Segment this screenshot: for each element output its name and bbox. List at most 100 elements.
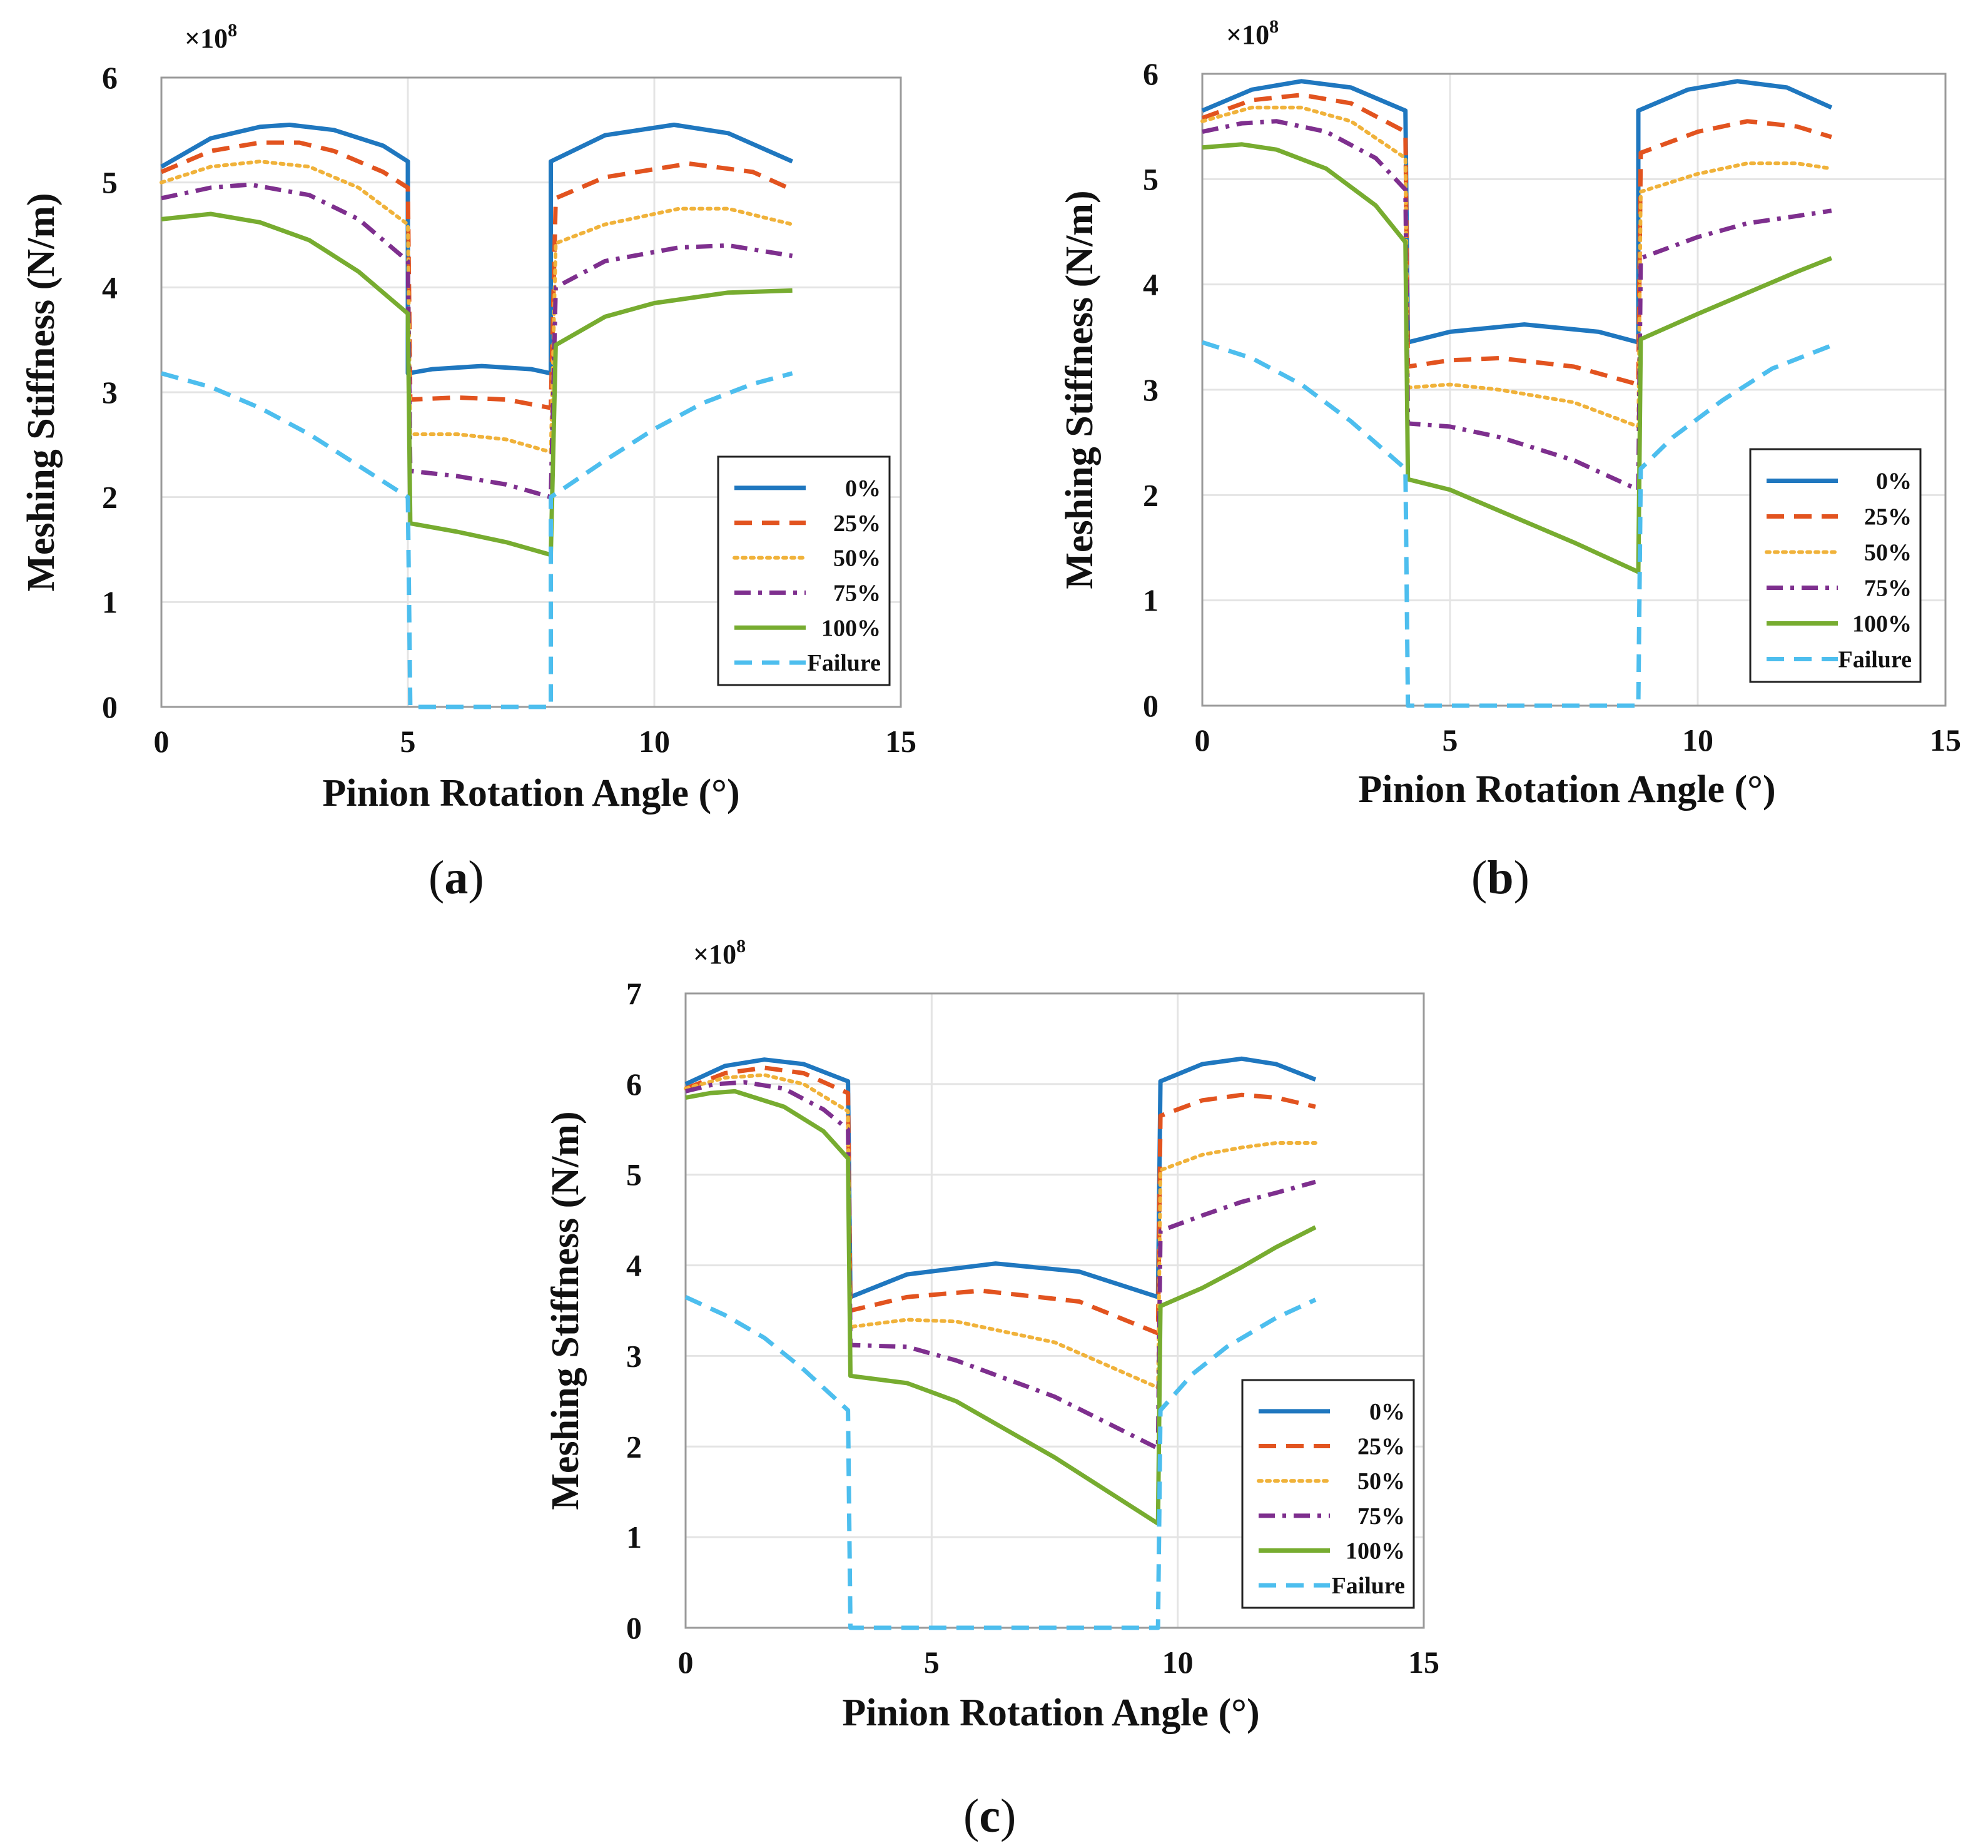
x-tick-label: 0 (1195, 723, 1210, 758)
series-lines (160, 123, 794, 709)
x-tick-label: 0 (154, 724, 170, 759)
legend: 0% 25% 50% 75% 100% Failure (1241, 1379, 1415, 1609)
series-line-failure (161, 371, 793, 709)
y-scale-exponent: 8 (228, 20, 237, 41)
y-tick-labels: 0 1 2 3 4 5 6 7 (626, 976, 642, 1645)
series-line-0pct (1201, 79, 1833, 345)
x-tick-label: 15 (885, 724, 916, 759)
series-line-50pct (160, 160, 794, 454)
legend-label-100pct: 100% (821, 615, 881, 641)
y-tick-label: 3 (1143, 372, 1159, 407)
x-tick-label: 5 (924, 1645, 940, 1680)
y-tick-label: 6 (1143, 56, 1159, 91)
y-scale-label: ×108 (1226, 16, 1279, 50)
legend-label-50pct: 50% (1357, 1468, 1405, 1495)
series-line-25pct (1201, 93, 1832, 387)
series-line-0pct (684, 1056, 1317, 1299)
legend-label-75pct: 75% (1357, 1503, 1405, 1530)
series-line-0pct (160, 123, 794, 376)
series-line-25pct (684, 1065, 1316, 1336)
x-tick-label: 0 (678, 1645, 694, 1680)
y-tick-label: 5 (102, 165, 118, 200)
x-tick-labels: 0 5 10 15 (678, 1645, 1440, 1680)
y-tick-labels: 0 1 2 3 4 5 6 (1143, 56, 1159, 723)
y-tick-label: 6 (102, 60, 118, 95)
y-tick-label: 2 (626, 1429, 642, 1464)
legend-label-100pct: 100% (1346, 1538, 1405, 1565)
series-line-failure (684, 1295, 1317, 1630)
y-scale-label: ×108 (693, 936, 746, 970)
y-axis-label: Meshing Stiffness (N/m) (20, 193, 63, 591)
y-scale-label: ×108 (185, 20, 237, 54)
legend-label-0pct: 0% (1876, 469, 1912, 495)
y-tick-label: 3 (102, 375, 118, 410)
legend-label-25pct: 25% (1864, 504, 1912, 531)
x-tick-labels: 0 5 10 15 (1195, 723, 1962, 758)
legend-label-50pct: 50% (1864, 540, 1912, 566)
y-tick-label: 2 (1143, 477, 1159, 512)
y-scale-exponent: 8 (736, 936, 746, 957)
x-axis-label: Pinion Rotation Angle (°) (1358, 768, 1775, 811)
series-line-100pct (1202, 142, 1833, 574)
y-tick-label: 6 (626, 1067, 642, 1102)
y-tick-label: 1 (1143, 583, 1159, 618)
y-tick-label: 7 (626, 976, 642, 1011)
series-line-failure (1201, 340, 1833, 708)
y-tick-labels: 0 1 2 3 4 5 6 (102, 60, 118, 724)
series-line-75pct (161, 182, 793, 500)
legend-box (717, 455, 891, 686)
y-tick-label: 5 (626, 1157, 642, 1192)
series-line-75pct (1202, 119, 1832, 492)
y-tick-label: 2 (102, 480, 118, 515)
x-axis-label: Pinion Rotation Angle (°) (842, 1692, 1259, 1734)
legend-label-0pct: 0% (845, 475, 881, 502)
y-tick-label: 1 (626, 1520, 642, 1555)
y-tick-label: 1 (102, 584, 118, 619)
y-tick-label: 0 (102, 689, 118, 724)
y-tick-label: 3 (626, 1338, 642, 1373)
legend-label-failure: Failure (807, 650, 881, 676)
legend-label-failure: Failure (1331, 1573, 1405, 1599)
legend-box (1241, 1379, 1415, 1609)
series-lines (1200, 79, 1833, 708)
x-tick-label: 10 (639, 724, 670, 759)
series-line-50pct (684, 1073, 1317, 1390)
legend-label-50pct: 50% (833, 546, 881, 572)
x-tick-labels: 0 5 10 15 (154, 724, 917, 759)
legend-label-100pct: 100% (1852, 611, 1912, 637)
caption-c: (c) (963, 1790, 1017, 1842)
legend: 0% 25% 50% 75% 100% Failure (1749, 448, 1922, 683)
y-tick-label: 0 (626, 1610, 642, 1645)
x-tick-label: 15 (1408, 1645, 1439, 1680)
x-tick-label: 10 (1682, 723, 1713, 758)
legend-label-failure: Failure (1838, 647, 1912, 673)
y-axis-label: Meshing Stiffness (N/m) (1058, 190, 1101, 589)
chart-panel-b: 0 5 10 15 0 1 2 3 4 5 6 ×108 Pinion Rotation Angl… (1058, 16, 1962, 811)
series-line-25pct (160, 140, 794, 410)
legend: 0% 25% 50% 75% 100% Failure (717, 455, 891, 686)
y-tick-label: 0 (1143, 688, 1159, 723)
x-tick-label: 10 (1162, 1645, 1194, 1680)
chart-panel-c: 0 5 10 15 0 1 2 3 4 5 6 7 ×108 Pinion Rotation Ang… (544, 936, 1440, 1734)
series-line-75pct (685, 1080, 1316, 1451)
y-axis-label: Meshing Stiffness (N/m) (544, 1111, 587, 1510)
y-tick-label: 5 (1143, 161, 1159, 196)
caption-b: (b) (1471, 851, 1529, 904)
y-tick-label: 4 (102, 270, 118, 305)
legend-label-25pct: 25% (833, 510, 881, 537)
y-scale-exponent: 8 (1269, 16, 1279, 37)
x-axis-label: Pinion Rotation Angle (°) (322, 772, 739, 815)
legend-box (1749, 448, 1922, 683)
caption-a: (a) (429, 851, 484, 904)
legend-label-25pct: 25% (1357, 1434, 1405, 1460)
x-tick-label: 15 (1930, 723, 1961, 758)
legend-label-75pct: 75% (833, 580, 881, 606)
series-line-50pct (1200, 105, 1833, 429)
series-line-100pct (161, 211, 793, 557)
y-tick-label: 4 (626, 1248, 642, 1283)
series-line-100pct (685, 1089, 1317, 1526)
x-tick-label: 5 (400, 724, 416, 759)
legend-label-75pct: 75% (1864, 576, 1912, 602)
legend-label-0pct: 0% (1369, 1399, 1405, 1425)
x-tick-label: 5 (1443, 723, 1458, 758)
